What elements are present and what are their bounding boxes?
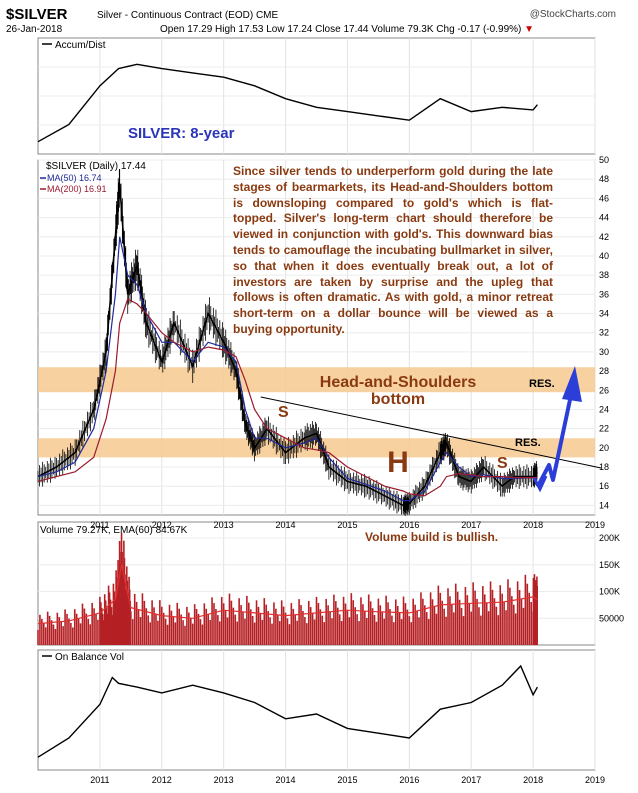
price-tick-label: 28 xyxy=(599,366,609,376)
vol-tick-label: 100K xyxy=(599,587,620,597)
price-tick-label: 16 xyxy=(599,481,609,491)
vol-tick-label: 200K xyxy=(599,533,620,543)
projection-arrow-line xyxy=(536,394,573,487)
price-tick-label: 48 xyxy=(599,174,609,184)
obv-legend-label: On Balance Vol xyxy=(55,652,124,663)
accum-dist-line xyxy=(37,63,538,143)
obv-x-tick-label: 2014 xyxy=(276,775,296,785)
volume-ema-line xyxy=(37,564,538,625)
obv-x-tick-label: 2018 xyxy=(523,775,543,785)
price-tick-label: 38 xyxy=(599,270,609,280)
res-lower-label: RES. xyxy=(515,437,541,449)
symbol-title: $SILVER xyxy=(6,6,68,23)
price-tick-label: 44 xyxy=(599,213,609,223)
obv-x-tick-label: 2011 xyxy=(90,775,109,785)
price-tick-label: 30 xyxy=(599,347,609,357)
obv-x-tick-label: 2016 xyxy=(399,775,419,785)
price-tick-label: 50 xyxy=(599,155,609,165)
obv-x-tick-label: 2015 xyxy=(337,775,357,785)
price-x-tick-label: 2019 xyxy=(585,520,605,530)
resistance-zone-0 xyxy=(38,367,595,393)
hs-label-line1: Head-and-Shoulders xyxy=(320,374,477,391)
price-tick-label: 42 xyxy=(599,232,609,242)
s-right-label: S xyxy=(497,455,508,472)
price-tick-label: 26 xyxy=(599,385,609,395)
resistance-zone-1 xyxy=(38,438,595,458)
price-tick-label: 24 xyxy=(599,404,609,414)
projection-arrow-tail xyxy=(532,475,548,493)
ohlc-readout: Open 17.29 High 17.53 Low 17.24 Close 17… xyxy=(160,24,535,35)
projection-arrow-head xyxy=(562,366,582,402)
vol-tick-label: 150K xyxy=(599,560,620,570)
obv-x-tick-label: 2017 xyxy=(461,775,481,785)
ma50-legend-label: MA(50) 16.74 xyxy=(47,173,102,183)
quote-date: 26-Jan-2018 xyxy=(6,24,63,35)
price-tick-label: 32 xyxy=(599,328,609,338)
price-x-tick-label: 2012 xyxy=(152,520,172,530)
panel-frame-obv xyxy=(37,649,596,771)
vol-tick-label: 50000 xyxy=(599,613,624,623)
hs-label-line2: bottom xyxy=(371,391,425,408)
period-label: SILVER: 8-year xyxy=(128,125,235,142)
price-tick-label: 40 xyxy=(599,251,609,261)
price-tick-label: 14 xyxy=(599,500,609,510)
commentary-text: Since silver tends to underperform gold … xyxy=(233,164,553,336)
obv-x-tick-label: 2012 xyxy=(152,775,172,785)
ma200-legend-label: MA(200) 16.91 xyxy=(47,184,107,194)
chart-header: $SILVER Silver - Continuous Contract (EO… xyxy=(0,0,638,36)
neckline-trendline xyxy=(260,396,602,469)
down-arrow-icon: ▼ xyxy=(524,24,535,35)
price-x-tick-label: 2018 xyxy=(523,520,543,530)
price-legend-title: $SILVER (Daily) 17.44 xyxy=(46,161,146,172)
price-tick-label: 18 xyxy=(599,462,609,472)
price-x-tick-label: 2017 xyxy=(461,520,481,530)
ma200-line xyxy=(37,298,538,497)
s-left-label: S xyxy=(278,404,289,421)
site-credit[interactable]: @StockCharts.com xyxy=(529,9,616,20)
h-label: H xyxy=(387,446,409,479)
obv-line xyxy=(37,664,539,758)
price-tick-label: 22 xyxy=(599,424,609,434)
price-tick-label: 46 xyxy=(599,193,609,203)
price-tick-label: 34 xyxy=(599,309,609,319)
symbol-description: Silver - Continuous Contract (EOD) CME xyxy=(97,10,279,21)
obv-x-tick-label: 2019 xyxy=(585,775,605,785)
price-x-tick-label: 2016 xyxy=(399,520,419,530)
price-tick-label: 36 xyxy=(599,289,609,299)
price-x-tick-label: 2011 xyxy=(90,520,109,530)
price-x-tick-label: 2015 xyxy=(337,520,357,530)
obv-x-tick-label: 2013 xyxy=(214,775,234,785)
ma50-line xyxy=(37,236,538,502)
price-x-tick-label: 2014 xyxy=(276,520,296,530)
volume-legend: Volume 79.27K, EMA(60) 84.67K xyxy=(40,525,188,536)
price-x-tick-label: 2013 xyxy=(214,520,234,530)
price-tick-label: 20 xyxy=(599,443,609,453)
volume-note: Volume build is bullish. xyxy=(365,530,498,544)
res-upper-label: RES. xyxy=(529,378,555,390)
accum-legend-label: Accum/Dist xyxy=(55,40,106,51)
